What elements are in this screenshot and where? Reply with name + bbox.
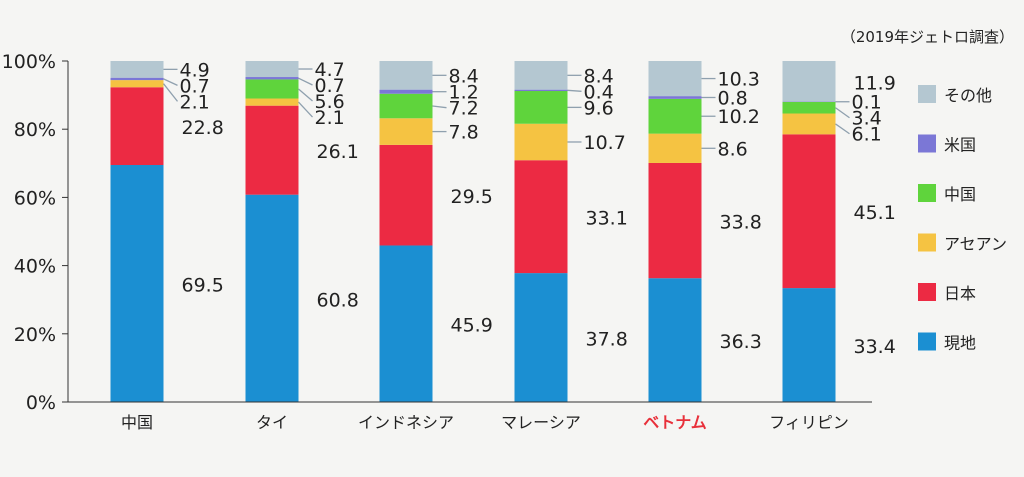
legend-swatch — [918, 85, 936, 103]
bar-segment — [783, 114, 836, 135]
bar-segment — [783, 134, 836, 288]
bar-segment — [380, 94, 433, 119]
bar-segment — [515, 273, 568, 402]
bar-segment — [246, 99, 299, 106]
legend-swatch — [918, 283, 936, 301]
bar-segment — [649, 61, 702, 96]
bar-segment — [649, 134, 702, 163]
bar-segment — [246, 61, 299, 77]
x-category-label: マレーシア — [501, 413, 581, 432]
bar-segment — [649, 99, 702, 134]
bar-value-label: 45.1 — [854, 202, 896, 224]
legend-label: 日本 — [944, 284, 976, 303]
bar-segment — [515, 61, 568, 90]
bar-segment — [111, 78, 164, 80]
x-category-label: ベトナム — [643, 413, 707, 432]
bar-segment — [111, 87, 164, 165]
bar-segment — [246, 195, 299, 402]
bar-segment — [246, 79, 299, 98]
y-tick-label: 0% — [26, 392, 56, 414]
bar-value-label: 10.7 — [584, 132, 626, 154]
label-leader-line — [433, 106, 447, 108]
bar-value-label: 29.5 — [451, 186, 493, 208]
bar-value-label: 7.2 — [449, 98, 479, 120]
x-category-label: インドネシア — [358, 413, 454, 432]
chart-note: （2019年ジェトロ調査） — [841, 28, 1014, 46]
bar-value-label: 33.4 — [854, 336, 896, 358]
legend-label: アセアン — [944, 235, 1007, 254]
x-category-label: 中国 — [121, 413, 153, 432]
bar-value-label: 33.8 — [720, 212, 762, 234]
bar-segment — [380, 245, 433, 402]
y-tick-label: 40% — [14, 256, 56, 278]
legend-label: 現地 — [944, 334, 976, 353]
legend-swatch — [918, 333, 936, 351]
bar-segment — [380, 145, 433, 246]
label-leader-line — [568, 90, 582, 91]
bar-value-label: 69.5 — [182, 275, 224, 297]
label-leader-line — [299, 89, 313, 101]
label-leader-line — [836, 108, 850, 118]
x-category-label: タイ — [256, 413, 288, 432]
y-tick-label: 60% — [14, 187, 56, 209]
x-category-label: フィリピン — [769, 413, 849, 432]
bar-segment — [515, 91, 568, 124]
bar-segment — [515, 124, 568, 160]
bar-segment — [380, 118, 433, 145]
legend-label: 中国 — [944, 185, 976, 204]
bar-segment — [515, 160, 568, 273]
legend-swatch — [918, 234, 936, 252]
bar-segment — [111, 165, 164, 402]
bar-segment — [783, 61, 836, 102]
bar-value-label: 2.1 — [315, 107, 345, 129]
label-leader-line — [299, 102, 313, 117]
y-tick-label: 20% — [14, 324, 56, 346]
bar-segment — [111, 80, 164, 87]
bar-segment — [649, 278, 702, 402]
legend-label: その他 — [944, 86, 992, 105]
bar-segment — [783, 288, 836, 402]
legend-swatch — [918, 135, 936, 153]
bar-value-label: 10.2 — [718, 106, 760, 128]
bar-segment — [380, 90, 433, 94]
bar-value-label: 26.1 — [317, 141, 359, 163]
bar-value-label: 2.1 — [180, 91, 210, 113]
label-leader-line — [164, 84, 178, 102]
label-leader-line — [164, 79, 178, 85]
bar-segment — [111, 61, 164, 78]
bar-value-label: 8.6 — [718, 138, 748, 160]
bar-value-label: 6.1 — [852, 124, 882, 146]
bar-value-label: 36.3 — [720, 331, 762, 353]
bar-segment — [515, 90, 568, 91]
y-tick-label: 100% — [2, 51, 56, 73]
bar-value-label: 22.8 — [182, 117, 224, 139]
legend-label: 米国 — [944, 136, 976, 155]
legend-swatch — [918, 184, 936, 202]
bar-segment — [380, 61, 433, 90]
bar-segment — [246, 77, 299, 79]
bar-segment — [246, 106, 299, 195]
bar-value-label: 33.1 — [586, 208, 628, 230]
bar-segment — [649, 163, 702, 278]
bar-value-label: 37.8 — [586, 329, 628, 351]
bar-value-label: 7.8 — [449, 122, 479, 144]
bar-value-label: 60.8 — [317, 289, 359, 311]
label-leader-line — [836, 124, 850, 134]
label-leader-line — [299, 78, 313, 85]
bar-value-label: 9.6 — [584, 97, 614, 119]
y-tick-label: 80% — [14, 119, 56, 141]
bar-segment — [649, 96, 702, 99]
bar-segment — [783, 102, 836, 114]
bar-value-label: 45.9 — [451, 315, 493, 337]
